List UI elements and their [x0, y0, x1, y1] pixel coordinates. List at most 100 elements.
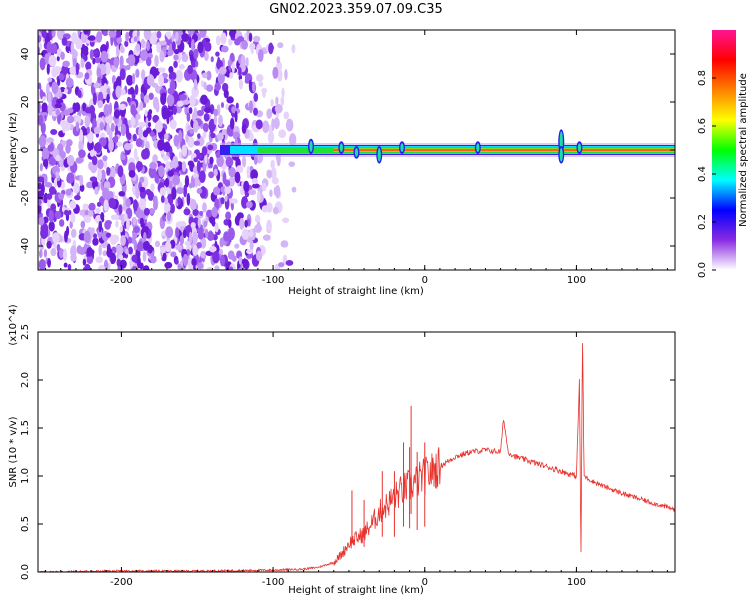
noise-speck [159, 187, 166, 197]
signal-wiggle-core [559, 148, 563, 162]
noise-speck [171, 33, 175, 43]
noise-speck [276, 56, 281, 64]
noise-speck [192, 231, 198, 244]
noise-speck [119, 88, 126, 96]
noise-speck [40, 183, 45, 195]
noise-speck [162, 252, 167, 262]
noise-speck [262, 234, 271, 241]
noise-speck [93, 126, 101, 135]
noise-speck [125, 248, 129, 255]
y-tick-label: 1.5 [20, 420, 31, 436]
noise-speck [220, 45, 229, 53]
noise-speck [138, 198, 146, 210]
noise-speck [104, 220, 111, 230]
noise-speck [239, 217, 245, 230]
noise-speck [106, 247, 113, 258]
noise-speck [215, 35, 221, 46]
noise-speck [129, 86, 135, 95]
noise-speck [235, 102, 239, 110]
noise-speck [238, 256, 242, 265]
noise-speck [203, 51, 209, 62]
noise-speck [62, 122, 66, 134]
noise-speck [118, 190, 126, 197]
noise-speck [270, 167, 277, 180]
noise-speck [212, 186, 221, 196]
noise-speck [249, 239, 254, 251]
noise-speck [144, 109, 148, 117]
noise-speck [58, 248, 64, 259]
colorbar: 0.0 0.2 0.4 0.6 0.8 Normalized spectral ampl… [697, 30, 749, 278]
noise-speck [223, 89, 229, 99]
noise-speck [120, 46, 125, 54]
noise-speck [64, 88, 68, 94]
noise-speck [179, 226, 185, 232]
noise-speck [234, 110, 238, 123]
noise-speck [234, 38, 241, 46]
noise-speck [214, 82, 222, 91]
noise-speck [261, 87, 268, 94]
noise-speck [126, 74, 134, 86]
noise-speck [133, 36, 138, 42]
noise-speck [70, 228, 77, 239]
y-tick-label: 2.0 [20, 372, 31, 388]
noise-speck [143, 147, 150, 160]
noise-speck [72, 51, 78, 57]
noise-speck [202, 131, 207, 139]
noise-speck [55, 154, 61, 162]
noise-speck [158, 67, 166, 73]
noise-speck [192, 244, 198, 257]
noise-speck [223, 231, 230, 242]
noise-speck [248, 100, 254, 114]
noise-speck [48, 186, 56, 195]
noise-speck [97, 168, 102, 182]
noise-speck [147, 191, 155, 201]
noise-speck [103, 199, 109, 212]
noise-speck [241, 123, 247, 134]
noise-speck [170, 203, 175, 214]
noise-speck [152, 195, 158, 204]
noise-speck [102, 250, 107, 257]
noise-speck [196, 187, 203, 195]
noise-speck [92, 49, 100, 58]
y-tick-label: 0.5 [20, 516, 31, 532]
noise-speck [135, 187, 140, 199]
noise-speck [182, 229, 187, 239]
noise-speck [211, 206, 218, 218]
noise-speck [90, 150, 97, 156]
noise-speck [43, 249, 48, 258]
noise-speck [255, 119, 263, 130]
noise-speck [112, 214, 120, 220]
noise-speck [193, 140, 201, 146]
noise-speck [135, 113, 141, 120]
noise-speck [100, 169, 106, 182]
noise-speck [56, 78, 61, 87]
noise-speck [291, 186, 297, 193]
noise-speck [186, 192, 191, 206]
noise-speck [84, 72, 90, 80]
noise-speck [92, 237, 99, 246]
noise-speck [280, 240, 289, 248]
noise-speck [248, 189, 257, 196]
noise-speck [163, 197, 169, 205]
noise-speck [193, 48, 199, 59]
noise-speck [231, 61, 235, 75]
noise-speck [162, 154, 170, 162]
noise-speck [158, 165, 165, 178]
noise-speck [288, 161, 296, 167]
noise-speck [213, 168, 218, 177]
noise-speck [156, 43, 162, 50]
noise-speck [202, 122, 209, 133]
chart-title: GN02.2023.359.07.09.C35 [269, 2, 443, 17]
noise-speck [268, 124, 273, 135]
noise-speck [83, 215, 92, 223]
noise-speck [113, 109, 121, 119]
noise-speck [115, 30, 122, 40]
noise-speck [132, 199, 138, 212]
noise-speck [204, 107, 212, 114]
noise-speck [119, 103, 126, 111]
noise-speck [55, 171, 60, 179]
noise-speck [96, 201, 102, 207]
noise-speck [206, 266, 214, 270]
noise-speck [229, 117, 235, 130]
noise-speck [88, 210, 94, 217]
